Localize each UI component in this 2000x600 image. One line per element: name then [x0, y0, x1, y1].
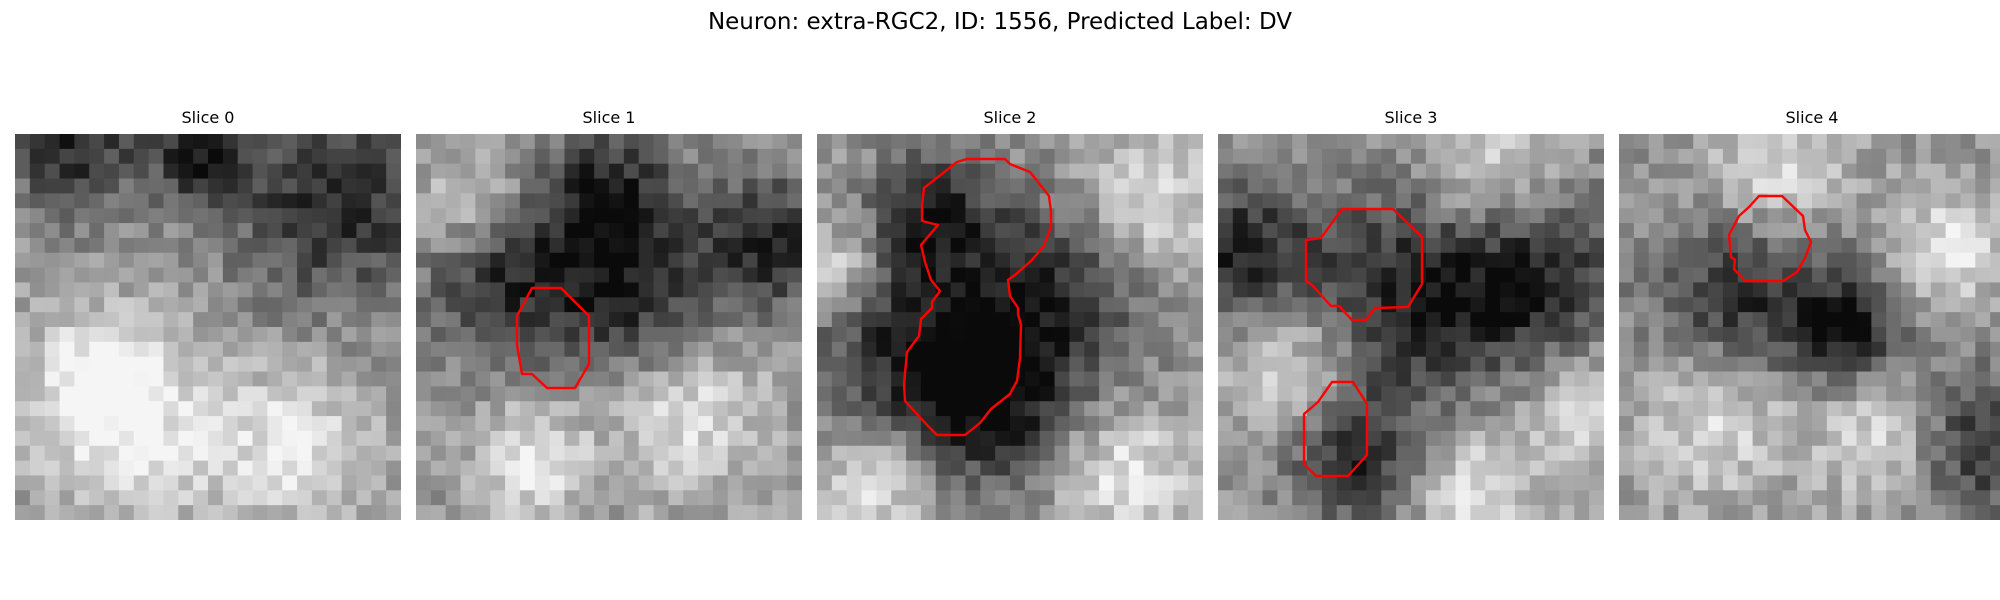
slice-panel-4: Slice 4 [1619, 108, 2000, 520]
slice-image-1 [416, 134, 802, 520]
slice-panel-1: Slice 1 [416, 108, 802, 520]
slice-title-1: Slice 1 [582, 108, 636, 127]
slice-title-2: Slice 2 [983, 108, 1037, 127]
slice-image-2 [817, 134, 1203, 520]
slice-panel-2: Slice 2 [817, 108, 1203, 520]
roi-outline [515, 286, 591, 390]
slice-image-4 [1619, 134, 2000, 520]
slice-panel-3: Slice 3 [1218, 108, 1604, 520]
roi-outline [1304, 207, 1424, 322]
slice-image-0 [15, 134, 401, 520]
slice-panel-0: Slice 0 [15, 108, 401, 520]
figure-title: Neuron: extra-RGC2, ID: 1556, Predicted … [707, 9, 1293, 35]
roi-outline [1727, 194, 1813, 283]
slice-title-4: Slice 4 [1785, 108, 1839, 127]
roi-outline [1302, 380, 1369, 478]
roi-outline [902, 157, 1053, 437]
slice-title-3: Slice 3 [1384, 108, 1438, 127]
slice-image-3 [1218, 134, 1604, 520]
slice-title-0: Slice 0 [181, 108, 235, 127]
